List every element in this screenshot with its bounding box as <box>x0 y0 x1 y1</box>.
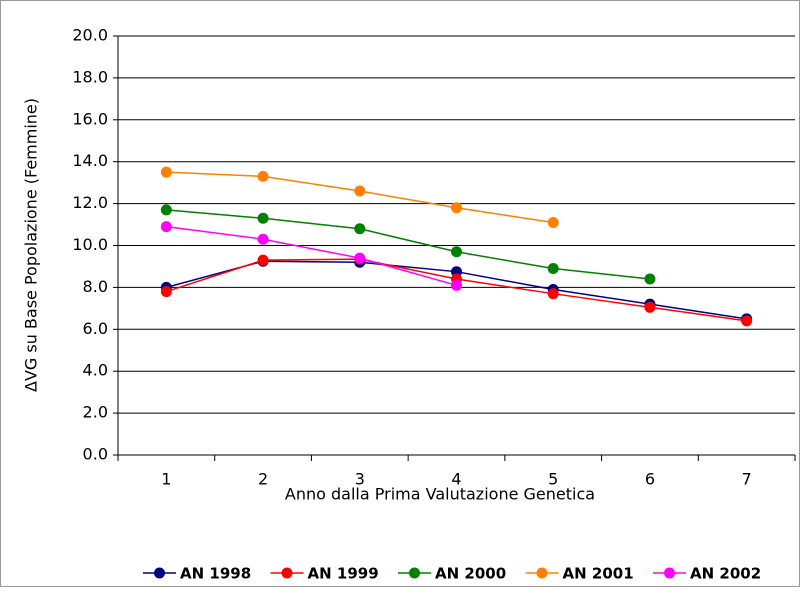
legend-marker <box>664 567 675 579</box>
y-tick-label: 20.0 <box>72 26 108 45</box>
data-point <box>160 221 172 233</box>
legend-label: AN 2001 <box>563 565 634 583</box>
data-point <box>451 202 462 214</box>
data-point <box>257 170 269 182</box>
data-point <box>257 254 269 266</box>
data-point <box>354 252 366 264</box>
x-tick-label: 1 <box>161 470 171 489</box>
legend-marker <box>281 567 293 579</box>
y-tick-label: 8.0 <box>83 277 108 296</box>
data-point <box>547 263 559 275</box>
series-line <box>166 209 651 280</box>
y-tick-label: 2.0 <box>83 403 108 422</box>
y-tick-label: 18.0 <box>72 67 108 86</box>
legend-marker <box>536 567 548 579</box>
x-tick-label: 3 <box>355 470 365 489</box>
x-tick-label: 6 <box>645 470 655 489</box>
legend-label: AN 1999 <box>308 565 379 583</box>
data-point <box>644 301 656 313</box>
data-point <box>160 286 172 298</box>
data-point <box>160 166 172 178</box>
series-line <box>166 225 457 287</box>
x-axis-label: Anno dalla Prima Valutazione Genetica <box>285 485 595 504</box>
data-point <box>741 315 753 327</box>
data-point <box>644 273 656 285</box>
data-point <box>257 212 269 224</box>
legend-label: AN 2000 <box>435 565 506 583</box>
data-point <box>451 246 462 258</box>
y-tick-label: 6.0 <box>83 319 108 338</box>
data-point <box>354 223 366 235</box>
data-point <box>354 185 366 197</box>
legend-label: AN 2002 <box>690 565 761 583</box>
y-tick-label: 16.0 <box>72 109 108 128</box>
legend-marker <box>154 567 165 579</box>
data-point <box>257 233 269 245</box>
data-point <box>547 288 559 300</box>
x-tick-label: 5 <box>548 470 558 489</box>
y-tick-label: 14.0 <box>72 151 108 170</box>
y-tick-label: 10.0 <box>72 235 108 254</box>
y-tick-label: 4.0 <box>83 361 108 380</box>
y-tick-label: 0.0 <box>83 445 108 464</box>
legend-label: AN 1998 <box>180 565 251 583</box>
legend-marker <box>409 567 420 579</box>
x-tick-label: 2 <box>258 470 268 489</box>
y-tick-label: 12.0 <box>72 193 108 212</box>
y-axis-label: ΔVG su Base Popolazione (Femmine) <box>22 98 41 392</box>
data-point <box>160 204 172 216</box>
data-point <box>547 216 559 228</box>
data-point <box>451 279 462 291</box>
x-tick-label: 7 <box>742 470 752 489</box>
x-tick-label: 4 <box>451 470 461 489</box>
